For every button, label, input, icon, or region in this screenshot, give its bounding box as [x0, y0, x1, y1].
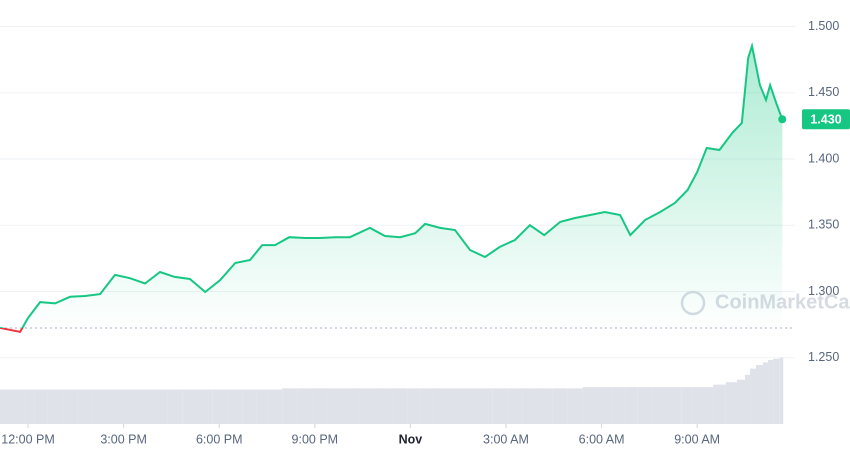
volume-bar — [327, 388, 343, 424]
volume-bar — [268, 389, 283, 424]
volume-bar — [392, 388, 408, 424]
volume-bar — [182, 389, 198, 424]
volume-bar — [167, 389, 183, 424]
volume-bar — [312, 388, 328, 424]
volume-bar — [24, 389, 35, 424]
volume-bar — [10, 389, 25, 424]
x-tick-label: 9:00 AM — [674, 432, 720, 446]
volume-bar — [152, 389, 168, 424]
volume-bar — [713, 384, 726, 424]
volume-bar — [701, 387, 714, 424]
x-tick-label: 6:00 PM — [196, 432, 243, 446]
volume-bar — [681, 387, 693, 424]
volume-bar — [420, 388, 433, 424]
volume-bar — [197, 389, 213, 424]
volume-bar — [773, 358, 780, 424]
volume-bar — [377, 388, 393, 424]
volume-bar — [779, 357, 784, 424]
volume-bar — [477, 388, 493, 424]
volume-bar — [625, 387, 638, 424]
x-tick-label: 3:00 PM — [100, 432, 147, 446]
volume-bar — [137, 389, 153, 424]
y-tick-label: 1.500 — [808, 19, 839, 33]
volume-bar — [0, 389, 11, 424]
volume-bar — [342, 388, 360, 424]
volume-bar — [242, 389, 257, 424]
volume-bar — [637, 387, 653, 424]
volume-bar — [507, 388, 523, 424]
volume-bar — [612, 387, 626, 424]
volume-bar — [537, 388, 553, 424]
volume-bar — [359, 388, 378, 424]
volume-bar — [212, 389, 228, 424]
volume-bar — [62, 389, 78, 424]
volume-bar — [107, 389, 123, 424]
volume-bar — [552, 388, 568, 424]
last-price-tag — [802, 109, 850, 130]
area — [0, 46, 783, 328]
volume-bar — [492, 388, 508, 424]
y-tick-label: 1.400 — [808, 151, 839, 165]
volume-bar — [762, 362, 769, 424]
volume-bar — [447, 388, 463, 424]
y-tick-label: 1.350 — [808, 218, 839, 232]
x-tick-label: 12:00 PM — [1, 432, 55, 446]
volume-bar — [597, 387, 613, 424]
volume-bar — [725, 382, 738, 424]
last-point — [778, 115, 787, 124]
volume-bar — [407, 388, 421, 424]
y-tick-label: 1.250 — [808, 350, 839, 364]
volume-bar — [432, 388, 448, 424]
volume-bar — [737, 379, 745, 424]
price-line — [0, 42, 784, 328]
x-tick-label: 9:00 PM — [292, 432, 339, 446]
volume-bar — [652, 387, 668, 424]
x-tick-label: 3:00 AM — [483, 432, 529, 446]
volume-bar — [297, 388, 313, 424]
volume-bar — [667, 387, 682, 424]
volume-bar — [462, 388, 478, 424]
volume-bar — [692, 387, 702, 424]
y-tick-label: 1.300 — [808, 284, 839, 298]
volume-bar — [34, 389, 48, 424]
x-tick-label: 6:00 AM — [579, 432, 625, 446]
volume-bar — [567, 388, 583, 424]
volume-bar — [256, 389, 269, 424]
volume-bar — [755, 364, 763, 424]
volume-bar — [282, 388, 298, 424]
volume-bar — [227, 389, 243, 424]
volume-bar — [522, 388, 538, 424]
volume-bar — [47, 389, 63, 424]
last-price-label: 1.430 — [810, 113, 841, 127]
volume-bar — [750, 368, 756, 424]
volume-bar — [92, 389, 108, 424]
volume-bar — [77, 389, 93, 424]
volume-bar — [744, 374, 751, 424]
volume-bar — [768, 360, 774, 424]
volume-bar — [122, 389, 138, 424]
x-tick-label: Nov — [399, 432, 423, 446]
volume-bar — [582, 387, 598, 424]
y-tick-label: 1.450 — [808, 85, 839, 99]
